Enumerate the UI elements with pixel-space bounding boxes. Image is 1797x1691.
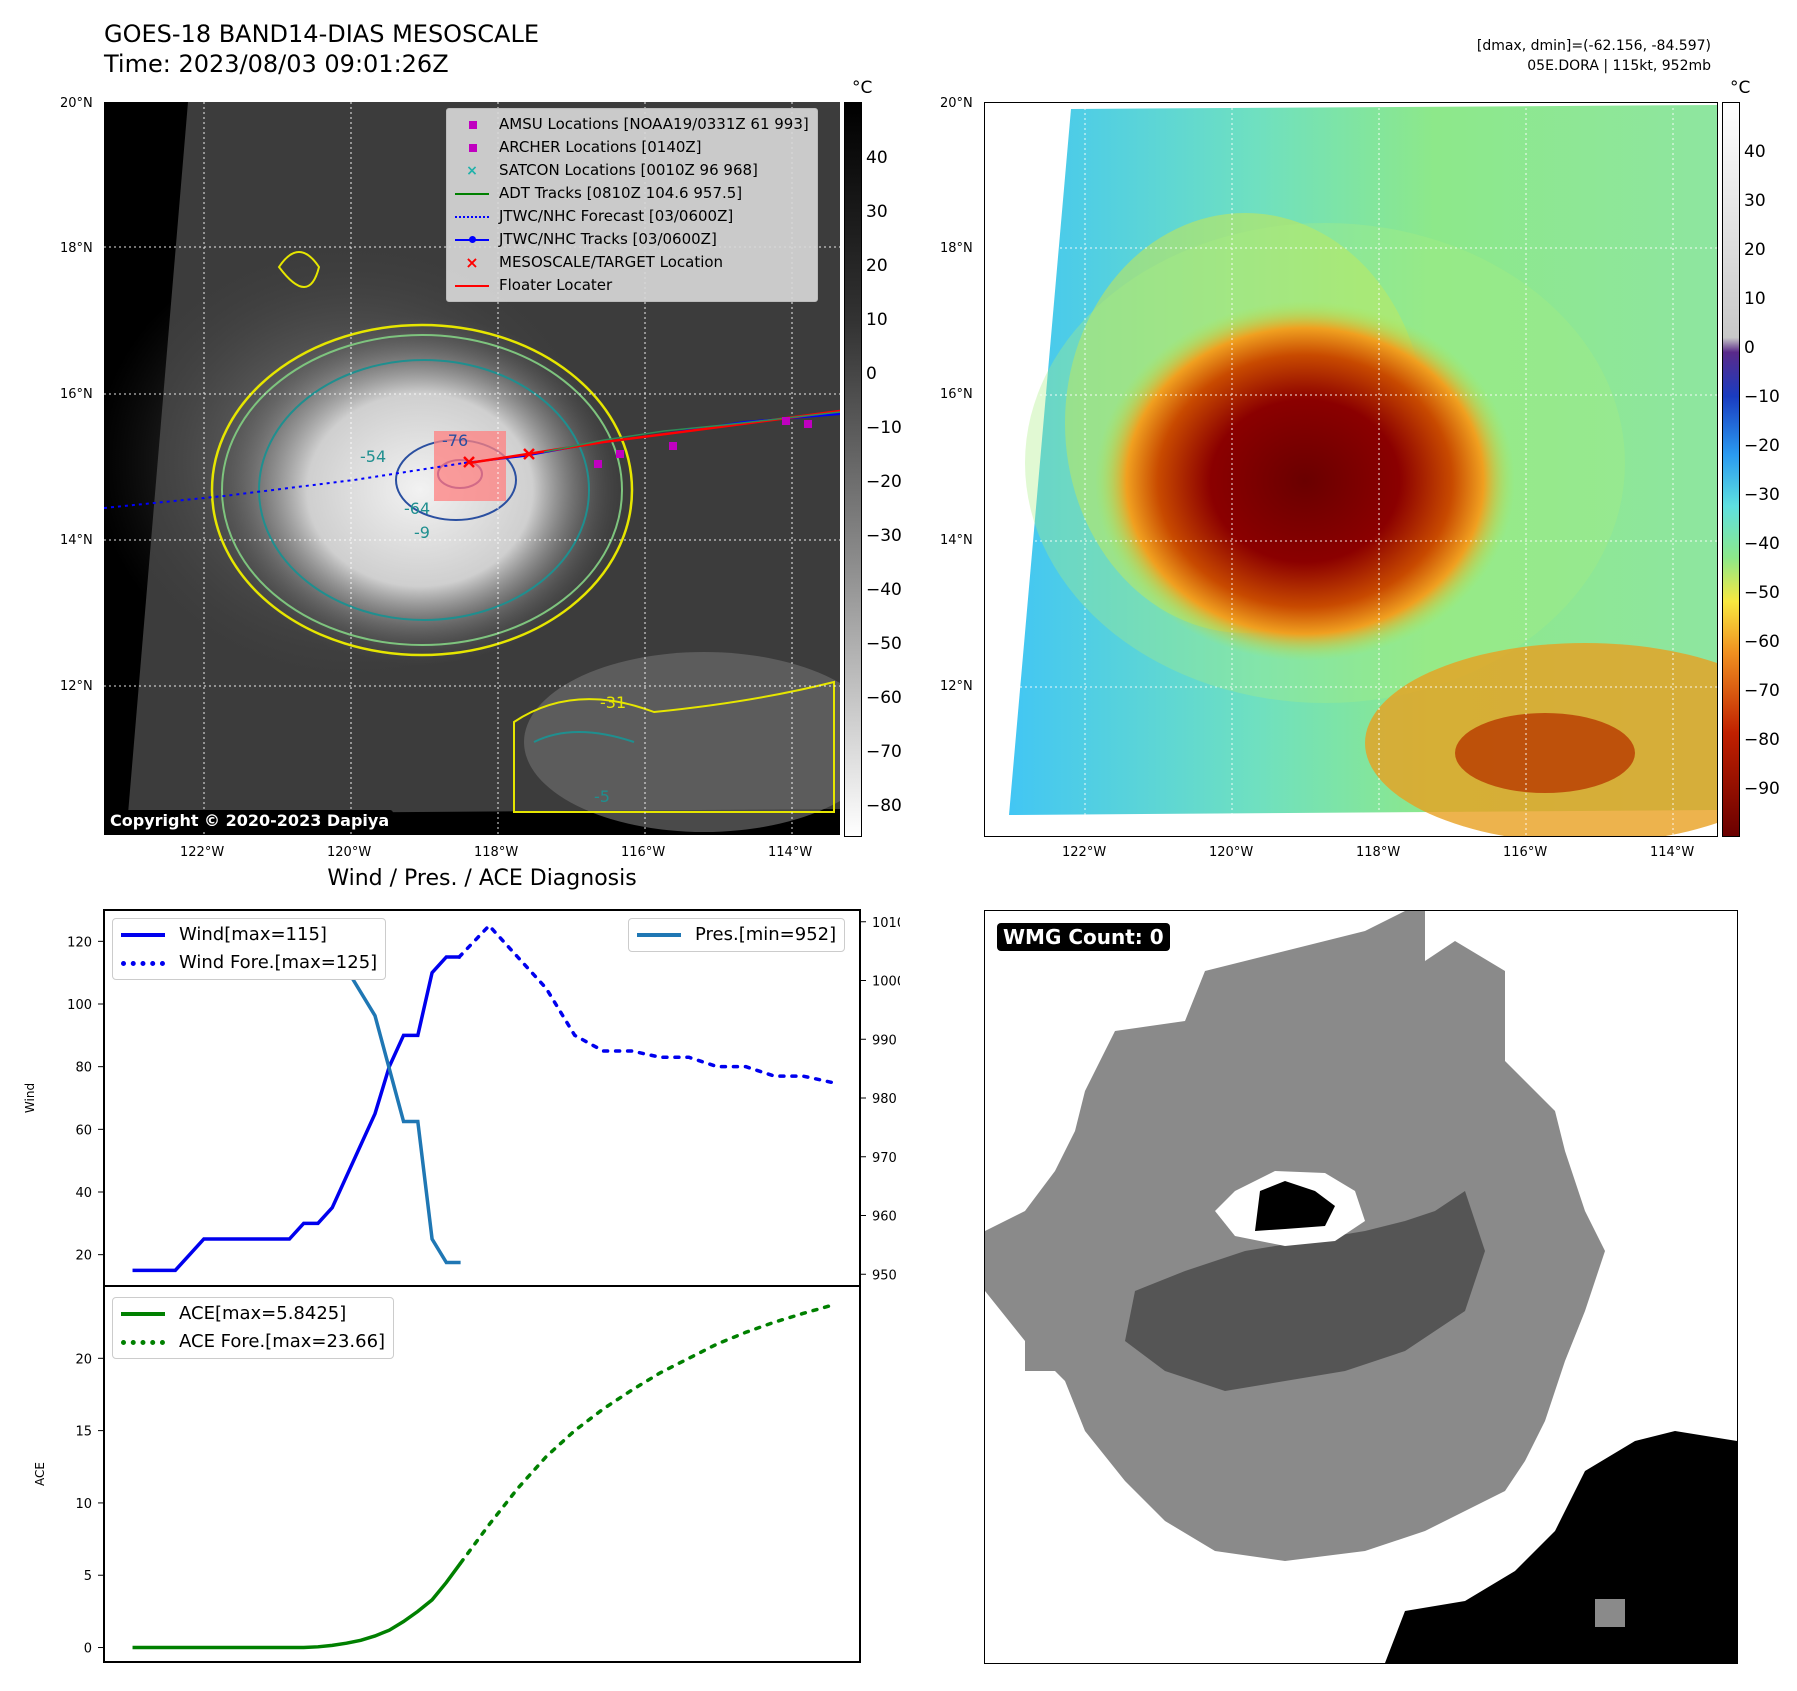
wind-legend: Wind[max=115] Wind Fore.[max=125] <box>112 918 387 980</box>
lat-label: 14°N <box>60 533 93 548</box>
storm-label: 05E.DORA | 115kt, 952mb <box>1527 58 1711 74</box>
lat-label: 16°N <box>60 387 93 402</box>
y2-tick-label: 1000 <box>872 975 900 990</box>
lat-label: 14°N <box>940 533 973 548</box>
lat-label: 12°N <box>940 679 973 694</box>
legend-item-mesoscale: × MESOSCALE/TARGET Location <box>465 252 724 272</box>
stats-label: [dmax, dmin]=(-62.156, -84.597) <box>1476 38 1711 54</box>
figure-time: Time: 2023/08/03 09:01:26Z <box>104 50 449 78</box>
contour-label: -5 <box>594 787 610 806</box>
contour-label: -9 <box>414 523 430 542</box>
lon-label: 120°W <box>327 845 372 860</box>
lat-label: 20°N <box>940 96 973 111</box>
y-tick-label: 100 <box>67 998 92 1013</box>
contour-label: -64 <box>404 499 430 518</box>
figure-title: GOES-18 BAND14-DIAS MESOSCALE <box>104 20 540 48</box>
y-tick-label: 20 <box>75 1352 92 1367</box>
ace-series-line-0 <box>132 1562 463 1650</box>
enhanced-map-image <box>985 103 1797 843</box>
ace-axis-label: ACE <box>33 1462 47 1486</box>
y2-tick-label: 970 <box>872 1151 897 1166</box>
contour-label: -76 <box>442 431 468 450</box>
lat-label: 18°N <box>60 241 93 256</box>
lat-label: 12°N <box>60 679 93 694</box>
wind-axis-label: Wind <box>23 1083 37 1113</box>
legend-wind-fore: Wind Fore.[max=125] <box>179 952 378 973</box>
y2-tick-label: 950 <box>872 1268 897 1283</box>
series-line-1 <box>457 923 834 1085</box>
y2-tick-label: 980 <box>872 1092 897 1107</box>
ace-legend: ACE[max=5.8425] ACE Fore.[max=23.66] <box>112 1297 395 1359</box>
lat-label: 20°N <box>60 96 93 111</box>
ir-colorbar-unit: °C <box>852 78 873 98</box>
diagnosis-chart: 2040608010012095096097098099010001010Win… <box>23 909 900 1663</box>
ir-map-panel: -76 -54 -64 -9 -31 -5 AMSU Locations [NO… <box>94 102 884 835</box>
wind-pressure-axes: 20 40 60 80 100 120 950 960 970 980 990 1000 1010 Win… <box>23 909 900 1287</box>
ace-axes: 0 5 10 15 20 ACE <box>33 1285 861 1663</box>
ir-colorbar <box>844 102 862 837</box>
wmg-panel: WMG Count: 0 <box>984 910 1738 1664</box>
lon-label: 118°W <box>474 845 519 860</box>
lon-label: 122°W <box>1062 845 1107 860</box>
enhanced-map-panel <box>984 102 1797 843</box>
legend-item-tracks: JTWC/NHC Tracks [03/0600Z] <box>453 228 809 251</box>
y-tick-label: 40 <box>75 1186 92 1201</box>
enhanced-colorbar-unit: °C <box>1730 78 1751 98</box>
lon-label: 116°W <box>1503 845 1548 860</box>
legend-item-forecast: JTWC/NHC Forecast [03/0600Z] <box>453 205 809 228</box>
lon-label: 122°W <box>180 845 225 860</box>
y-tick-label: 5 <box>84 1569 92 1584</box>
lon-label: 114°W <box>1650 845 1695 860</box>
y-tick-label: 10 <box>75 1497 92 1512</box>
series-line-0 <box>132 955 461 1273</box>
legend-item-floater: Floater Locater <box>453 274 809 297</box>
enhanced-colorbar <box>1722 102 1740 837</box>
lat-label: 16°N <box>940 387 973 402</box>
legend-item-archer: ARCHER Locations [0140Z] <box>453 136 809 159</box>
contour-label: -54 <box>360 447 386 466</box>
y-tick-label: 80 <box>75 1061 92 1076</box>
y-tick-label: 0 <box>84 1642 92 1657</box>
map-legend: AMSU Locations [NOAA19/0331Z 61 993] ARC… <box>446 108 818 302</box>
lat-label: 18°N <box>940 241 973 256</box>
y2-tick-label: 1010 <box>872 916 900 931</box>
contour-label: -31 <box>600 693 626 712</box>
legend-pressure: Pres.[min=952] <box>695 924 837 945</box>
legend-item-satcon: × SATCON Locations [0010Z 96 968] <box>466 161 758 179</box>
y-tick-label: 15 <box>75 1425 92 1440</box>
ace-series-line-1 <box>458 1303 834 1565</box>
legend-ace-fore: ACE Fore.[max=23.66] <box>179 1331 386 1352</box>
lon-label: 116°W <box>621 845 666 860</box>
wmg-image <box>985 911 1737 1663</box>
lon-label: 118°W <box>1356 845 1401 860</box>
y2-tick-label: 990 <box>872 1033 897 1048</box>
legend-item-adt: ADT Tracks [0810Z 104.6 957.5] <box>453 182 809 205</box>
lon-label: 114°W <box>768 845 813 860</box>
y-tick-label: 20 <box>75 1249 92 1264</box>
legend-item-amsu: AMSU Locations [NOAA19/0331Z 61 993] <box>453 113 809 136</box>
y-tick-label: 60 <box>75 1123 92 1138</box>
ace-axes-frame <box>103 1285 861 1663</box>
wmg-count-badge: WMG Count: 0 <box>997 923 1170 951</box>
y2-tick-label: 960 <box>872 1210 897 1225</box>
y-tick-label: 120 <box>67 935 92 950</box>
diagnosis-title: Wind / Pres. / ACE Diagnosis <box>327 866 637 891</box>
lon-label: 120°W <box>1209 845 1254 860</box>
legend-ace: ACE[max=5.8425] <box>179 1303 347 1324</box>
legend-wind: Wind[max=115] <box>179 924 327 945</box>
copyright-label: Copyright © 2020-2023 Dapiya <box>106 810 394 831</box>
pressure-legend: Pres.[min=952] <box>628 918 846 952</box>
